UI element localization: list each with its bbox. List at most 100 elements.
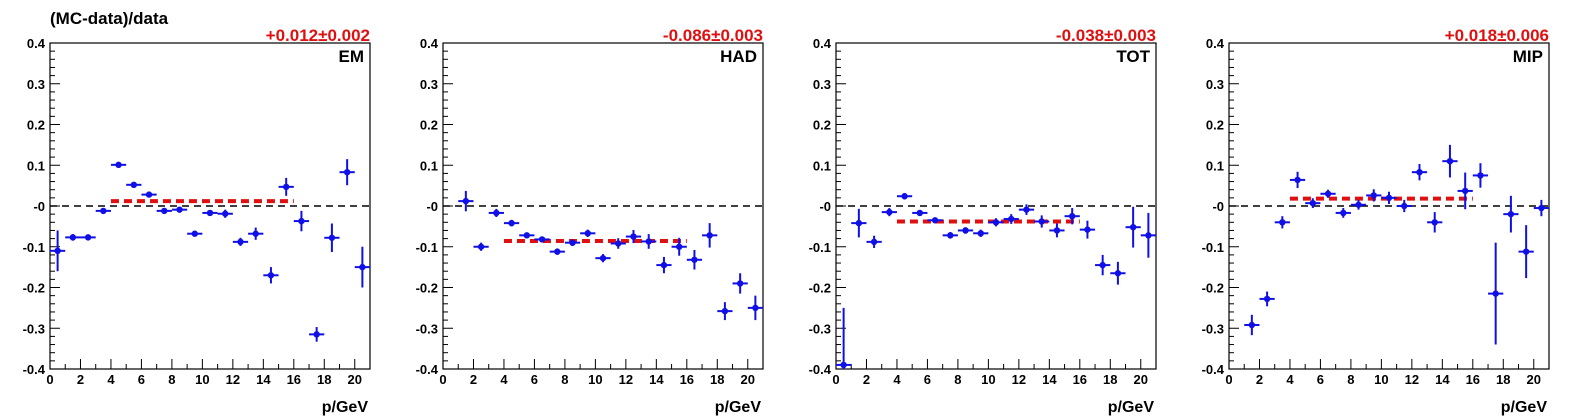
data-point [660, 261, 668, 269]
x-tick-label: 4 [500, 372, 508, 387]
data-point [1416, 168, 1423, 176]
x-tick-label: 2 [470, 372, 477, 387]
data-point [916, 209, 924, 217]
x-tick-label: 6 [138, 372, 145, 387]
y-tick-label: -0.2 [1202, 281, 1224, 296]
data-point [100, 207, 107, 215]
x-tick-label: 14 [649, 372, 664, 387]
data-point [1340, 209, 1347, 217]
data-point [1522, 248, 1530, 255]
fit-result-label: +0.018±0.006 [1445, 26, 1549, 45]
figure-ylabel: (MC-data)/data [50, 9, 169, 28]
data-point [313, 331, 320, 338]
data-point [752, 304, 759, 312]
panel-label: TOT [1116, 47, 1150, 66]
data-point [54, 247, 61, 255]
x-tick-label: 10 [981, 372, 995, 387]
fit-result-label: -0.086±0.003 [663, 26, 763, 45]
y-tick-label: -0.1 [416, 240, 438, 255]
y-tick-label: 0.3 [813, 77, 831, 92]
data-point [1053, 227, 1061, 234]
y-tick-label: 0.1 [420, 158, 438, 173]
y-tick-label: 0.1 [813, 158, 831, 173]
data-point [1248, 321, 1256, 329]
y-tick-label: -0.2 [809, 281, 831, 296]
data-point [115, 161, 122, 169]
data-point [493, 209, 500, 217]
data-point [1099, 261, 1106, 269]
fit-result-label: +0.012±0.002 [266, 26, 370, 45]
x-tick-label: 10 [195, 372, 209, 387]
data-point [870, 238, 878, 246]
y-tick-label: 0.4 [1206, 36, 1225, 51]
x-tick-label: 18 [317, 372, 331, 387]
data-point [206, 209, 214, 217]
data-point [145, 191, 153, 198]
y-tick-label: 0.2 [1206, 118, 1224, 133]
x-tick-label: 0 [439, 372, 446, 387]
data-point [1309, 199, 1317, 207]
data-point [359, 263, 366, 271]
data-point [1084, 226, 1091, 233]
y-tick-label: -0.4 [1202, 362, 1225, 377]
data-point [1355, 201, 1362, 208]
x-tick-label: 12 [1012, 372, 1026, 387]
data-point [328, 234, 336, 241]
panel-mip: -0.4 -0.3 -0.2 -0.1 -0 0.1 0.2 0.3 0.4 0 2 4 6 8 10 12 1… [1202, 26, 1550, 416]
data-point [298, 217, 305, 225]
x-tick-label: 18 [710, 372, 724, 387]
x-tick-label: 8 [168, 372, 175, 387]
data-point [84, 234, 92, 241]
y-tick-label: 0.3 [1206, 77, 1224, 92]
data-points [458, 190, 763, 321]
data-point [267, 272, 275, 279]
data-point [992, 219, 1000, 226]
data-point [282, 183, 290, 191]
data-point [176, 206, 183, 213]
fit-result-label: -0.038±0.003 [1056, 26, 1156, 45]
y-tick-label: 0.3 [27, 77, 45, 92]
x-tick-label: 6 [924, 372, 931, 387]
data-point [1129, 223, 1137, 231]
data-point [1038, 218, 1045, 225]
data-point [599, 254, 607, 262]
panel-em: -0.4 -0.3 -0.2 -0.1 -0 0.1 0.2 0.3 0.4 0 2 4 6 8 10 12 1… [23, 26, 371, 416]
y-tick-label: 0.3 [420, 77, 438, 92]
x-tick-label: 20 [1527, 372, 1541, 387]
x-axis-label: p/GeV [1108, 399, 1155, 416]
x-tick-label: 16 [287, 372, 301, 387]
x-tick-label: 18 [1103, 372, 1117, 387]
y-tick-label: -0.1 [23, 240, 45, 255]
x-tick-label: 8 [1347, 372, 1354, 387]
data-point [1114, 270, 1122, 277]
y-tick-label: -0.3 [416, 321, 438, 336]
x-tick-label: 8 [954, 372, 961, 387]
x-tick-label: 6 [531, 372, 538, 387]
y-tick-label: -0.3 [1202, 321, 1224, 336]
x-tick-label: 2 [77, 372, 84, 387]
y-tick-label: -0.3 [809, 321, 831, 336]
x-tick-label: 14 [256, 372, 271, 387]
data-point [237, 238, 244, 246]
x-tick-label: 4 [107, 372, 115, 387]
data-point [222, 210, 229, 217]
data-point [584, 230, 591, 237]
x-tick-label: 0 [1225, 372, 1232, 387]
x-tick-label: 14 [1435, 372, 1450, 387]
x-tick-label: 12 [1405, 372, 1419, 387]
x-tick-label: 20 [741, 372, 755, 387]
y-tick-label: -0.4 [23, 362, 46, 377]
data-point [554, 248, 561, 255]
y-tick-label: 0.1 [27, 158, 45, 173]
data-point [1324, 190, 1332, 197]
x-tick-label: 0 [46, 372, 53, 387]
y-tick-label: 0.2 [813, 118, 831, 133]
data-point [252, 230, 259, 237]
y-tick-label: -0 [426, 199, 438, 214]
data-point [1263, 295, 1271, 303]
x-tick-label: 10 [588, 372, 602, 387]
x-tick-label: 14 [1042, 372, 1057, 387]
x-tick-label: 12 [619, 372, 633, 387]
data-point [523, 232, 531, 239]
